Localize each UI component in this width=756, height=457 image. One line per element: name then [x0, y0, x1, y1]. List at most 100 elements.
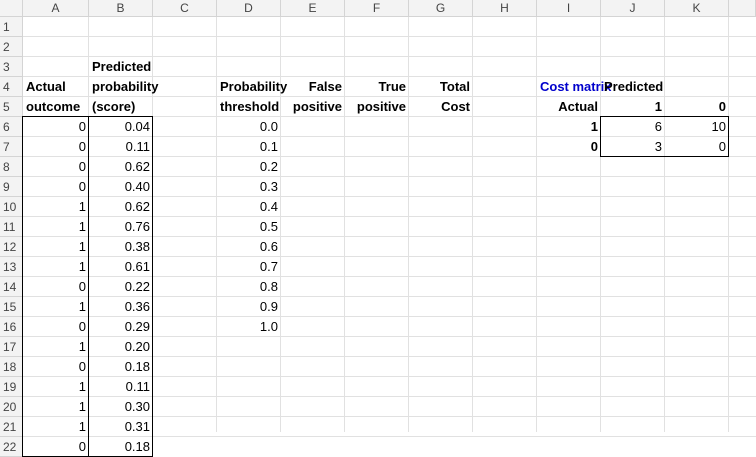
actual-outcome-cell[interactable]: 0 — [78, 279, 86, 294]
header-outcome[interactable]: outcome — [26, 99, 81, 114]
column-header-d[interactable]: D — [217, 0, 281, 17]
row-header-1[interactable]: 1 — [0, 17, 23, 37]
actual-outcome-cell[interactable]: 1 — [78, 239, 86, 254]
column-header-b[interactable]: B — [89, 0, 153, 17]
score-cell[interactable]: 0.31 — [124, 419, 150, 434]
row-header-4[interactable]: 4 — [0, 77, 23, 97]
column-header-i[interactable]: I — [537, 0, 601, 17]
actual-outcome-cell[interactable]: 0 — [78, 359, 86, 374]
cost-matrix-title[interactable]: Cost matrix — [540, 79, 612, 94]
column-header-j[interactable]: J — [601, 0, 665, 17]
score-cell[interactable]: 0.36 — [124, 299, 150, 314]
cost-matrix-cell[interactable]: 10 — [711, 119, 726, 134]
header-true-positive[interactable]: positive — [356, 99, 406, 114]
threshold-cell[interactable]: 0.2 — [259, 159, 278, 174]
row-header-21[interactable]: 21 — [0, 417, 23, 437]
column-header-f[interactable]: F — [345, 0, 409, 17]
column-header-e[interactable]: E — [281, 0, 345, 17]
actual-outcome-cell[interactable]: 0 — [78, 139, 86, 154]
score-cell[interactable]: 0.62 — [124, 199, 150, 214]
column-header-c[interactable]: C — [153, 0, 217, 17]
threshold-cell[interactable]: 0.5 — [259, 219, 278, 234]
row-header-19[interactable]: 19 — [0, 377, 23, 397]
column-header-h[interactable]: H — [473, 0, 537, 17]
actual-outcome-cell[interactable]: 1 — [78, 199, 86, 214]
header-actual[interactable]: Actual — [26, 79, 66, 94]
header-total[interactable]: Total — [439, 79, 470, 94]
row-header-5[interactable]: 5 — [0, 97, 23, 117]
row-header-3[interactable]: 3 — [0, 57, 23, 77]
actual-outcome-cell[interactable]: 0 — [78, 319, 86, 334]
cost-matrix-cell[interactable]: 3 — [654, 139, 662, 154]
row-header-12[interactable]: 12 — [0, 237, 23, 257]
score-cell[interactable]: 0.38 — [124, 239, 150, 254]
header-threshold[interactable]: threshold — [220, 99, 280, 114]
score-cell[interactable]: 0.30 — [124, 399, 150, 414]
header-probability[interactable]: probability — [92, 79, 159, 94]
actual-outcome-cell[interactable]: 1 — [78, 299, 86, 314]
row-header-2[interactable]: 2 — [0, 37, 23, 57]
row-header-10[interactable]: 10 — [0, 197, 23, 217]
column-header-g[interactable]: G — [409, 0, 473, 17]
row-header-9[interactable]: 9 — [0, 177, 23, 197]
score-cell[interactable]: 0.29 — [124, 319, 150, 334]
actual-outcome-cell[interactable]: 0 — [78, 179, 86, 194]
cost-matrix-pred-0[interactable]: 0 — [718, 99, 726, 114]
threshold-cell[interactable]: 0.8 — [259, 279, 278, 294]
actual-outcome-cell[interactable]: 0 — [78, 159, 86, 174]
header-score[interactable]: (score) — [92, 99, 136, 114]
row-header-6[interactable]: 6 — [0, 117, 23, 137]
row-header-22[interactable]: 22 — [0, 437, 23, 457]
score-cell[interactable]: 0.40 — [124, 179, 150, 194]
threshold-cell[interactable]: 0.6 — [259, 239, 278, 254]
threshold-cell[interactable]: 0.0 — [259, 119, 278, 134]
cost-matrix-actual-0[interactable]: 0 — [590, 139, 598, 154]
score-cell[interactable]: 0.11 — [125, 139, 150, 154]
score-cell[interactable]: 0.20 — [124, 339, 150, 354]
score-cell[interactable]: 0.04 — [124, 119, 150, 134]
threshold-cell[interactable]: 0.4 — [259, 199, 278, 214]
score-cell[interactable]: 0.62 — [124, 159, 150, 174]
header-predicted[interactable]: Predicted — [92, 59, 152, 74]
header-total-cost[interactable]: Cost — [441, 99, 470, 114]
score-cell[interactable]: 0.18 — [124, 359, 150, 374]
score-cell[interactable]: 0.61 — [124, 259, 150, 274]
actual-outcome-cell[interactable]: 0 — [78, 119, 86, 134]
row-header-7[interactable]: 7 — [0, 137, 23, 157]
cost-matrix-actual-label[interactable]: Actual — [558, 99, 598, 114]
actual-outcome-cell[interactable]: 1 — [78, 419, 86, 434]
cost-matrix-predicted-label[interactable]: Predicted — [604, 79, 664, 94]
actual-outcome-cell[interactable]: 1 — [78, 259, 86, 274]
row-header-11[interactable]: 11 — [0, 217, 23, 237]
actual-outcome-cell[interactable]: 1 — [78, 339, 86, 354]
score-cell[interactable]: 0.11 — [125, 379, 150, 394]
threshold-cell[interactable]: 1.0 — [259, 319, 278, 334]
score-cell[interactable]: 0.76 — [124, 219, 150, 234]
row-header-8[interactable]: 8 — [0, 157, 23, 177]
actual-outcome-cell[interactable]: 1 — [78, 219, 86, 234]
row-header-13[interactable]: 13 — [0, 257, 23, 277]
actual-outcome-cell[interactable]: 1 — [78, 399, 86, 414]
select-all-corner[interactable] — [0, 0, 23, 17]
row-header-17[interactable]: 17 — [0, 337, 23, 357]
cost-matrix-cell[interactable]: 6 — [654, 119, 662, 134]
header-false[interactable]: False — [308, 79, 342, 94]
cost-matrix-cell[interactable]: 0 — [718, 139, 726, 154]
row-header-14[interactable]: 14 — [0, 277, 23, 297]
threshold-cell[interactable]: 0.1 — [259, 139, 278, 154]
row-header-16[interactable]: 16 — [0, 317, 23, 337]
header-true[interactable]: True — [378, 79, 406, 94]
header-probability-threshold[interactable]: Probability — [220, 79, 288, 94]
row-header-20[interactable]: 20 — [0, 397, 23, 417]
threshold-cell[interactable]: 0.3 — [259, 179, 278, 194]
score-cell[interactable]: 0.22 — [124, 279, 150, 294]
cost-matrix-pred-1[interactable]: 1 — [654, 99, 662, 114]
column-header-a[interactable]: A — [23, 0, 89, 17]
row-header-15[interactable]: 15 — [0, 297, 23, 317]
header-false-positive[interactable]: positive — [292, 99, 342, 114]
actual-outcome-cell[interactable]: 1 — [78, 379, 86, 394]
threshold-cell[interactable]: 0.7 — [259, 259, 278, 274]
cost-matrix-actual-1[interactable]: 1 — [590, 119, 598, 134]
threshold-cell[interactable]: 0.9 — [259, 299, 278, 314]
row-header-18[interactable]: 18 — [0, 357, 23, 377]
